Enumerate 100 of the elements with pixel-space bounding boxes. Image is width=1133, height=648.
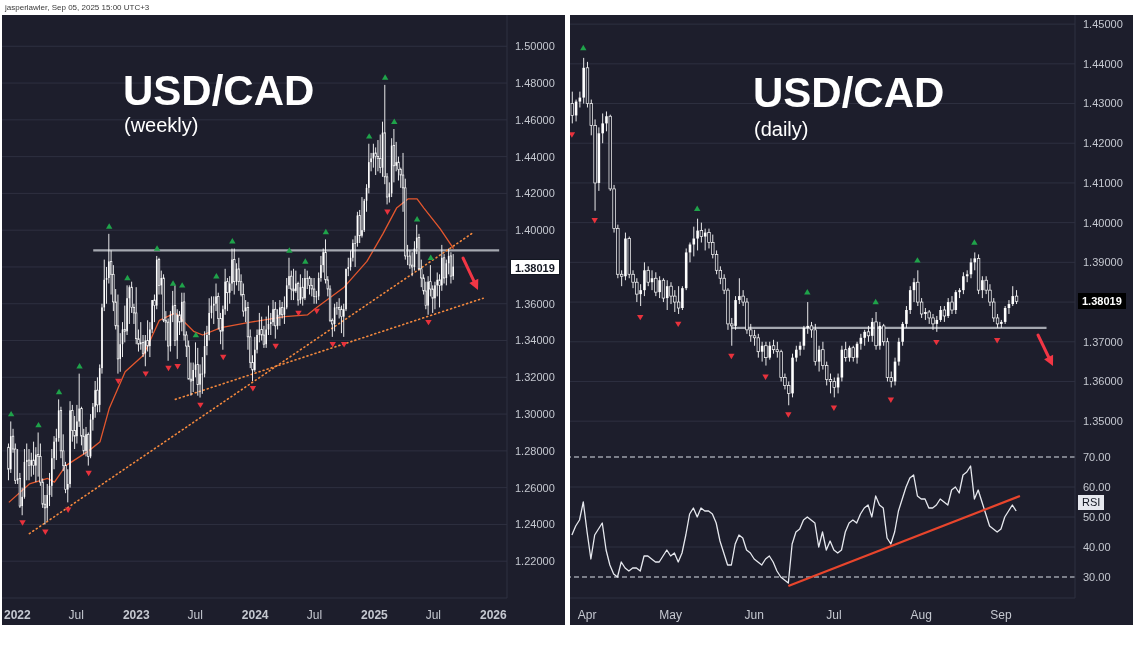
point [887,397,895,403]
candlestick [756,333,760,359]
y-tick-label: 1.44000 [515,150,555,163]
candlestick [452,253,454,281]
point [272,343,279,350]
point [313,308,320,315]
y-tick-label: 1.46000 [515,113,555,126]
y-tick-label: 1.43000 [1083,97,1123,110]
point [220,354,227,361]
text: 1.38019 [1082,295,1122,308]
ref-line-label: 70.00 [1083,451,1111,463]
candlestick [764,341,768,367]
y-tick-label: 1.44000 [1083,57,1123,70]
candlestick [658,275,661,299]
y-tick-label: 60.00 [1083,480,1111,493]
x-tick-label: 2026 [479,608,507,622]
point [178,282,186,288]
ref-line-label: 30.00 [1083,571,1111,583]
y-tick-label: 50.00 [1083,510,1111,523]
point [142,371,149,377]
y-tick-label: 1.36000 [1083,375,1123,388]
x-tick-label: Sep [990,608,1012,622]
point [694,205,701,211]
candlestick [905,305,908,329]
y-tick-label: 1.50000 [515,40,555,53]
point [64,507,72,513]
x-tick-label: 2022 [3,608,31,622]
point [381,74,389,80]
point [76,363,83,369]
point [580,44,587,51]
text: USD/CAD [753,69,945,116]
point [197,402,204,409]
point [830,405,838,411]
candlestick [654,271,658,297]
point [785,412,792,418]
y-tick-label: 1.26000 [515,481,555,494]
point [169,280,177,286]
point [302,258,309,264]
line-series [571,465,1017,584]
candlestick [312,277,316,305]
x-tick-label: Jul [187,608,203,622]
point [365,133,373,139]
y-tick-label: 1.35000 [1083,415,1123,428]
candlestick [376,139,380,172]
y-tick-label: 1.34000 [515,334,555,347]
point [993,337,1001,344]
y-tick-label: 1.22000 [515,555,555,568]
point [933,339,940,346]
point [165,365,172,372]
candlestick [643,261,646,297]
x-tick-label: Jul [425,608,442,622]
candlestick [646,265,650,287]
text: RSI [1078,495,1105,510]
y-tick-label: 1.32000 [515,371,555,384]
y-tick-label: 1.30000 [515,407,555,420]
text: jasperlawler, Sep 05, 2025 15:00 UTC+3 [5,3,150,13]
y-tick-label: 1.48000 [515,76,555,89]
candlestick [661,277,666,303]
candlestick [676,285,681,315]
x-tick-label: May [659,608,682,622]
point [322,228,330,235]
x-tick-label: 2023 [122,608,150,622]
y-tick-label: 1.36000 [515,297,555,310]
y-tick-label: 1.42000 [1083,137,1123,150]
x-tick-label: Jun [744,608,764,622]
point [286,247,293,253]
candlestick [962,271,965,295]
x-tick-label: Apr [577,608,597,622]
point [153,245,161,251]
point [914,257,921,263]
point [762,374,769,380]
point [105,223,113,229]
point [192,331,200,338]
candlestick [832,377,836,398]
point [675,321,682,328]
y-tick-label: 1.41000 [1083,176,1123,189]
text: (weekly) [124,114,199,136]
x-tick-label: Jul [68,608,84,622]
x-tick-label: 2025 [361,608,389,622]
point [637,314,644,321]
line-series [8,198,455,504]
candlestick [874,311,878,351]
y-tick-label: 1.40000 [515,224,555,237]
candlestick [681,285,684,311]
y-tick-label: 1.45000 [1083,18,1123,31]
point [391,118,398,124]
text: 1.38019 [515,261,555,274]
text: (daily) [754,118,809,140]
x-tick-label: 2024 [241,608,269,622]
point [591,218,598,224]
point [728,353,735,360]
point [329,341,336,348]
candlestick [639,283,642,307]
point [872,298,879,305]
y-tick-label: 1.42000 [515,187,555,200]
candlestick [696,218,699,251]
point [427,254,434,260]
candlestick [738,277,741,305]
point [124,274,131,281]
candlestick [665,279,669,311]
